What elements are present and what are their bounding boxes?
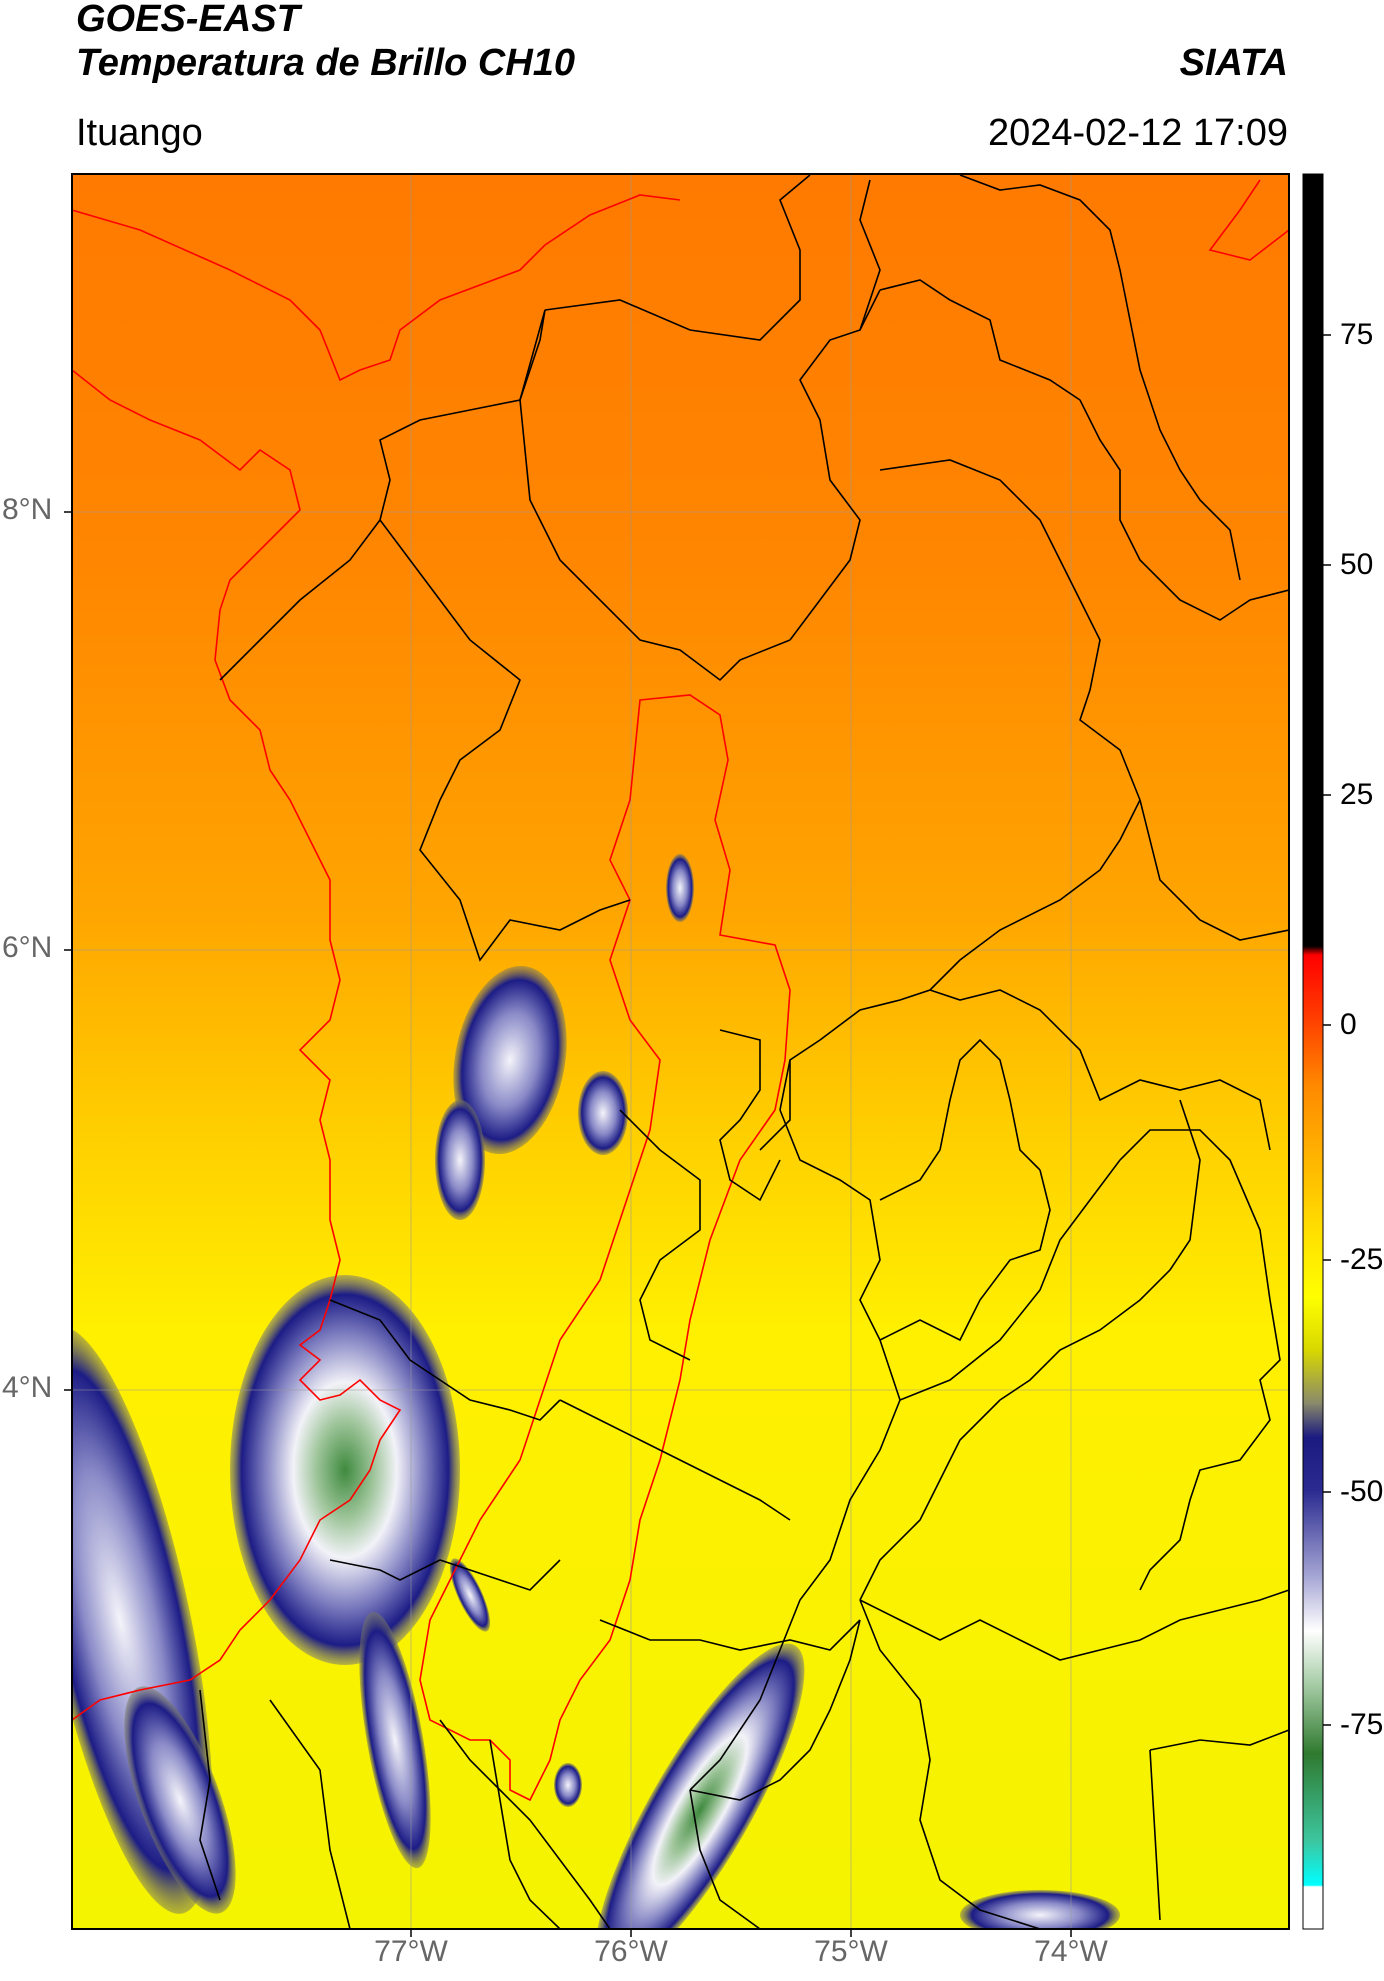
cloud-tail-south <box>359 1611 431 1869</box>
cloud-north-3 <box>578 1071 628 1155</box>
coastline <box>72 179 1289 1721</box>
graticule <box>72 174 1289 1929</box>
colorbar-label-0: 0 <box>1340 1008 1357 1041</box>
cloud-small-south <box>554 1763 582 1807</box>
cloud-north-2 <box>435 1100 485 1220</box>
admin-boundaries <box>199 174 1289 1929</box>
lat-label-4n: 4°N <box>2 1371 53 1404</box>
lon-label-74w: 74°W <box>1034 1935 1108 1968</box>
basin-outline <box>419 694 791 1802</box>
colorbar-ticks <box>1323 334 1331 1726</box>
axis-ticks <box>64 511 1072 1937</box>
brand-label: SIATA <box>1179 42 1288 84</box>
colorbar <box>1302 173 1324 1930</box>
colorbar-label-neg25: -25 <box>1340 1243 1384 1276</box>
colorbar-label-50: 50 <box>1340 548 1374 581</box>
cloud-north-1 <box>453 965 567 1155</box>
lat-label-8n: 8°N <box>2 493 53 526</box>
title-product: Temperatura de Brillo CH10 <box>76 42 576 84</box>
lon-label-76w: 76°W <box>594 1935 668 1968</box>
map-frame <box>71 173 1290 1930</box>
title-satellite: GOES-EAST <box>76 0 300 40</box>
cloud-layer <box>72 854 1120 1929</box>
cloud-southeast-band <box>595 1643 805 1929</box>
cloud-stripe <box>449 1558 491 1632</box>
colorbar-label-75: 75 <box>1340 318 1374 351</box>
datetime-label: 2024-02-12 17:09 <box>987 112 1288 154</box>
cloud-bottom-right <box>960 1890 1120 1929</box>
lon-label-77w: 77°W <box>374 1935 448 1968</box>
region-label: Ituango <box>76 112 203 154</box>
cloud-band-southwest-2 <box>124 1686 236 1914</box>
colorbar-label-neg75: -75 <box>1340 1708 1384 1741</box>
colorbar-label-neg50: -50 <box>1340 1475 1384 1508</box>
colorbar-label-25: 25 <box>1340 778 1374 811</box>
cloud-north-4 <box>666 854 694 922</box>
cloud-cluster-west <box>230 1275 460 1665</box>
map-background <box>72 174 1289 1929</box>
lat-label-6n: 6°N <box>2 931 53 964</box>
lon-label-75w: 75°W <box>814 1935 888 1968</box>
